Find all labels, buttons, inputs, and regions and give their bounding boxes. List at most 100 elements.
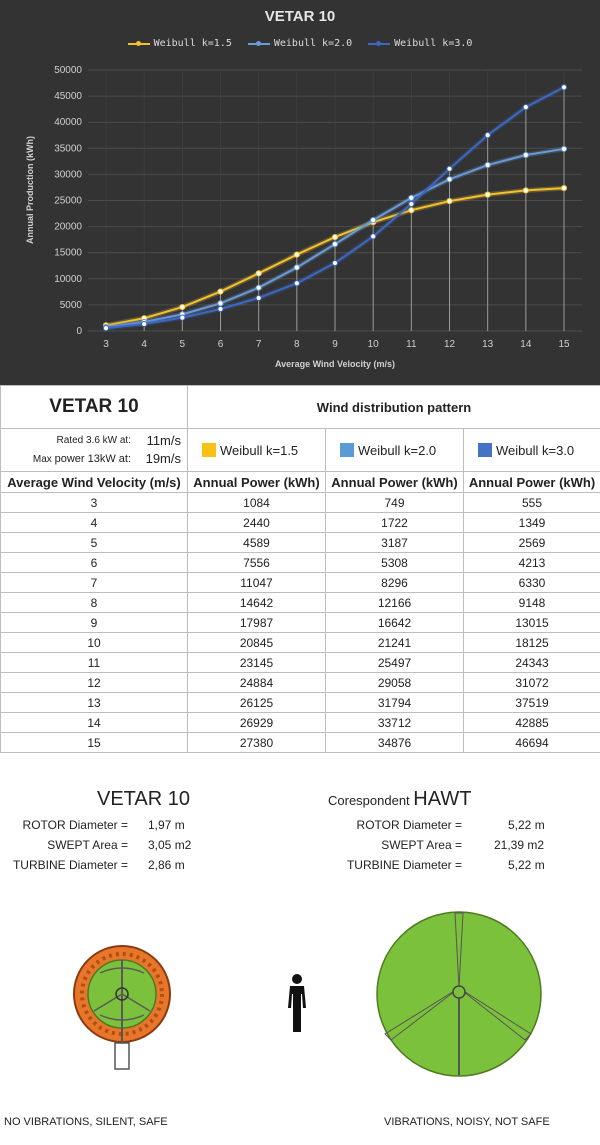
power-cell: 18125 <box>462 632 600 653</box>
power-cell: 13015 <box>462 612 600 633</box>
data-point <box>255 284 262 291</box>
swatch-k20 <box>340 443 354 457</box>
velocity-cell: 12 <box>0 672 188 693</box>
data-point <box>408 207 415 214</box>
vetar-rotor-label: ROTOR Diameter = <box>22 818 128 832</box>
x-tick-label: 11 <box>406 339 417 350</box>
power-cell: 555 <box>462 492 600 513</box>
power-cell: 16642 <box>325 612 464 633</box>
turbine-comparison: VETAR 10 ROTOR Diameter = 1,97 m SWEPT A… <box>0 765 600 1145</box>
vetar-swept-value: 3,05 m2 <box>148 838 192 852</box>
power-cell: 31072 <box>462 672 600 693</box>
legend-label: Weibull k=3.0 <box>394 38 473 49</box>
power-cell: 24884 <box>187 672 326 693</box>
vetar-rotor-value: 1,97 m <box>148 818 185 832</box>
legend-swatch-k15 <box>127 40 150 46</box>
x-tick-label: 3 <box>103 339 109 350</box>
data-point <box>408 194 415 202</box>
power-cell: 46694 <box>462 732 600 753</box>
power-cell: 12166 <box>325 592 464 613</box>
power-cell: 37519 <box>462 692 600 713</box>
velocity-cell: 9 <box>0 612 188 633</box>
power-cell: 4589 <box>187 532 326 553</box>
table-row: 6 7556 5308 4213 <box>0 552 600 573</box>
legend-swatch-k30 <box>368 40 391 46</box>
power-cell: 9148 <box>462 592 600 613</box>
x-tick-label: 9 <box>332 339 338 350</box>
data-table-section: VETAR 10 Wind distribution pattern Rated… <box>0 385 600 753</box>
data-point <box>370 217 377 224</box>
power-cell: 5308 <box>325 552 464 573</box>
data-point <box>408 200 415 208</box>
legend-item: Weibull k=3.0 <box>368 38 472 49</box>
x-tick-label: 14 <box>520 339 532 350</box>
table-row: 13 26125 31794 37519 <box>0 692 600 713</box>
y-tick-label: 40000 <box>54 117 82 128</box>
x-tick-label: 15 <box>558 339 570 350</box>
data-point <box>560 145 568 153</box>
data-point <box>370 233 377 240</box>
hawt-note: VIBRATIONS, NOISY, NOT SAFE <box>384 1116 550 1128</box>
data-point <box>141 320 148 328</box>
power-cell: 1349 <box>462 512 600 533</box>
data-point <box>484 161 491 169</box>
power-cell: 23145 <box>187 652 326 673</box>
y-tick-label: 5000 <box>60 300 83 311</box>
table-row: 9 17987 16642 13015 <box>0 612 600 633</box>
data-point <box>293 251 300 258</box>
legend-label: Weibull k=1.5 <box>153 38 232 49</box>
table-row: 11 23145 25497 24343 <box>0 652 600 673</box>
series-cell-k30: Weibull k=3.0 <box>462 428 600 472</box>
table-row: 15 27380 34876 46694 <box>0 732 600 753</box>
velocity-cell: 15 <box>0 732 188 753</box>
table-row: 12 24884 29058 31072 <box>0 672 600 693</box>
velocity-cell: 6 <box>0 552 188 573</box>
velocity-cell: 10 <box>0 632 188 653</box>
data-point <box>102 325 110 332</box>
data-point <box>255 294 262 302</box>
velocity-cell: 8 <box>0 592 188 613</box>
y-tick-label: 15000 <box>54 248 82 259</box>
x-axis-label: Average Wind Velocity (m/s) <box>275 359 395 369</box>
x-tick-label: 12 <box>444 339 456 350</box>
hawt-title-small: Corespondent <box>328 793 414 808</box>
chart-legend: Weibull k=1.5 Weibull k=2.0 Weibull k=3.… <box>0 38 600 49</box>
swatch-k30 <box>478 443 492 457</box>
col-header-power: Annual Power (kWh) <box>325 471 464 493</box>
x-tick-label: 5 <box>180 339 186 350</box>
series-cell-k15: Weibull k=1.5 <box>187 428 326 472</box>
table-row: 5 4589 3187 2569 <box>0 532 600 553</box>
col-header-velocity: Average Wind Velocity (m/s) <box>0 471 188 493</box>
x-tick-label: 10 <box>368 339 380 350</box>
power-cell: 29058 <box>325 672 464 693</box>
power-cell: 31794 <box>325 692 464 713</box>
data-point <box>255 270 262 277</box>
power-cell: 42885 <box>462 712 600 733</box>
rated-label: Rated 3.6 kW at: <box>56 434 131 446</box>
y-tick-label: 35000 <box>54 143 82 154</box>
power-cell: 8296 <box>325 572 464 593</box>
table-row: 7 11047 8296 6330 <box>0 572 600 593</box>
data-point <box>446 176 453 183</box>
hawt-rotor-label: ROTOR Diameter = <box>356 818 462 832</box>
max-label-small: Max <box>32 453 55 465</box>
power-cell: 2440 <box>187 512 326 533</box>
data-point <box>217 300 224 307</box>
power-cell: 11047 <box>187 572 326 593</box>
production-table: VETAR 10 Wind distribution pattern Rated… <box>0 385 600 753</box>
y-tick-label: 10000 <box>54 274 82 285</box>
power-cell: 1722 <box>325 512 464 533</box>
power-cell: 3187 <box>325 532 464 553</box>
data-point <box>560 184 568 192</box>
x-tick-label: 7 <box>256 339 262 350</box>
vertical-axis-turbine-icon <box>73 945 171 1070</box>
data-point <box>293 280 300 287</box>
velocity-cell: 7 <box>0 572 188 593</box>
y-tick-label: 20000 <box>54 222 82 233</box>
hawt-rotor-value: 5,22 m <box>508 818 545 832</box>
vetar-title: VETAR 10 <box>97 788 190 810</box>
series-label: Weibull k=3.0 <box>496 442 575 458</box>
chart-plot: 0 5000 10000 15000 20000 25000 30000 35000 40000… <box>25 65 582 369</box>
person-icon <box>288 974 306 1032</box>
data-point <box>331 234 339 241</box>
